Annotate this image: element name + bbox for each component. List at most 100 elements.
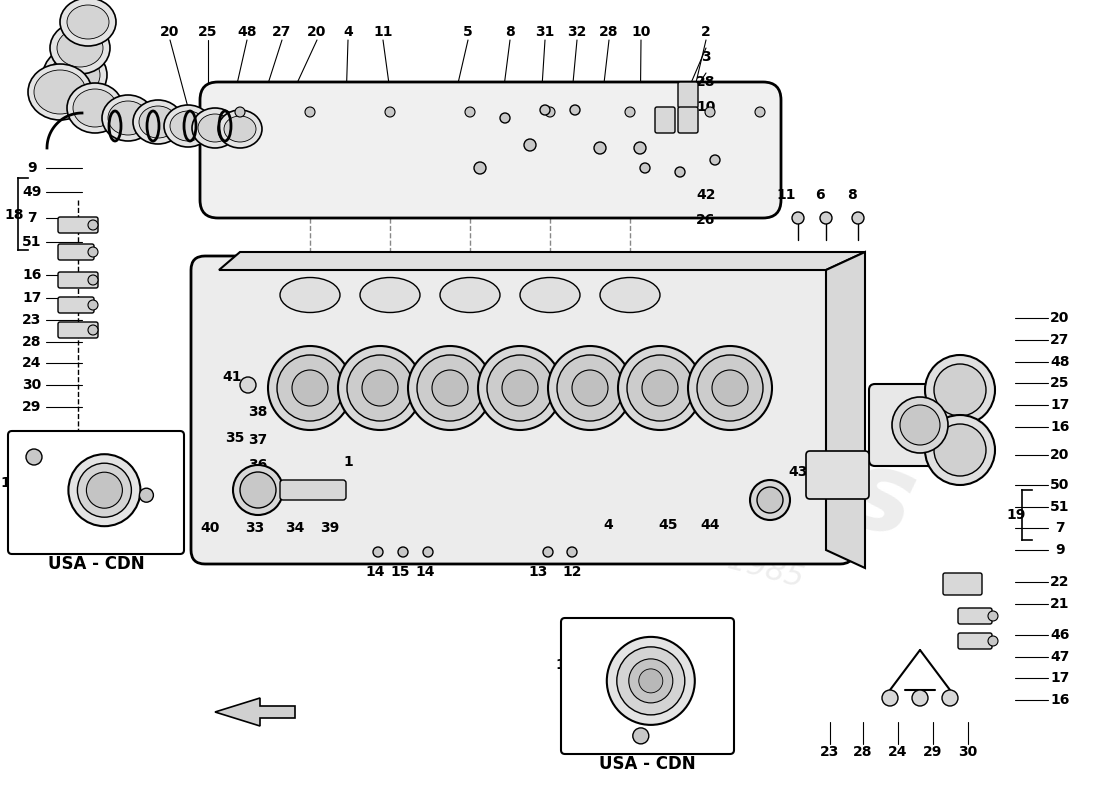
Ellipse shape <box>34 70 86 114</box>
Circle shape <box>988 611 998 621</box>
Circle shape <box>557 355 623 421</box>
Circle shape <box>607 637 695 725</box>
Text: 14: 14 <box>416 565 434 579</box>
Text: 14: 14 <box>365 565 385 579</box>
Text: 40: 40 <box>200 521 220 535</box>
FancyBboxPatch shape <box>58 217 98 233</box>
Text: 45: 45 <box>658 518 678 532</box>
Circle shape <box>570 105 580 115</box>
Circle shape <box>88 275 98 285</box>
Text: 50: 50 <box>575 631 595 645</box>
Circle shape <box>634 142 646 154</box>
Circle shape <box>398 547 408 557</box>
Circle shape <box>710 155 720 165</box>
Text: 31: 31 <box>536 25 554 39</box>
Text: 44: 44 <box>701 518 719 532</box>
Circle shape <box>852 212 864 224</box>
Ellipse shape <box>108 101 148 135</box>
Text: 46: 46 <box>1050 628 1069 642</box>
Circle shape <box>617 647 685 715</box>
Text: 20: 20 <box>161 25 179 39</box>
Ellipse shape <box>170 111 206 141</box>
Ellipse shape <box>192 108 238 148</box>
Text: 17: 17 <box>1050 398 1069 412</box>
Circle shape <box>712 370 748 406</box>
Text: euroParts: euroParts <box>312 299 928 561</box>
Text: 29: 29 <box>923 745 943 759</box>
Text: 51: 51 <box>22 235 42 249</box>
Circle shape <box>757 487 783 513</box>
Circle shape <box>625 107 635 117</box>
Text: 50: 50 <box>1050 478 1069 492</box>
Circle shape <box>594 142 606 154</box>
Ellipse shape <box>67 83 123 133</box>
Circle shape <box>934 364 986 416</box>
Text: 2: 2 <box>701 25 711 39</box>
Circle shape <box>988 636 998 646</box>
Text: 36: 36 <box>249 458 267 472</box>
Text: 5: 5 <box>463 25 473 39</box>
FancyBboxPatch shape <box>58 244 94 260</box>
Circle shape <box>629 659 673 703</box>
Text: 1: 1 <box>343 455 353 469</box>
FancyBboxPatch shape <box>58 297 94 313</box>
Text: 9: 9 <box>1055 543 1065 557</box>
Text: 49: 49 <box>20 476 40 490</box>
FancyBboxPatch shape <box>200 82 781 218</box>
Text: 9: 9 <box>580 685 590 699</box>
FancyBboxPatch shape <box>8 431 184 554</box>
Ellipse shape <box>440 278 500 313</box>
Circle shape <box>68 454 141 526</box>
Ellipse shape <box>67 5 109 39</box>
FancyBboxPatch shape <box>806 451 869 499</box>
Text: 25: 25 <box>198 25 218 39</box>
Ellipse shape <box>50 22 110 74</box>
Text: 7: 7 <box>28 211 36 225</box>
Circle shape <box>240 472 276 508</box>
Text: 19: 19 <box>556 658 574 672</box>
Ellipse shape <box>198 114 232 142</box>
Text: 20: 20 <box>307 25 327 39</box>
Text: 11: 11 <box>777 188 795 202</box>
Polygon shape <box>219 252 865 270</box>
Circle shape <box>675 167 685 177</box>
Circle shape <box>632 728 649 744</box>
Circle shape <box>750 480 790 520</box>
Polygon shape <box>214 698 295 726</box>
Circle shape <box>385 107 395 117</box>
Circle shape <box>465 107 475 117</box>
Ellipse shape <box>102 95 154 141</box>
Circle shape <box>566 547 578 557</box>
Circle shape <box>618 346 702 430</box>
Text: 16: 16 <box>22 268 42 282</box>
Circle shape <box>338 346 422 430</box>
Circle shape <box>417 355 483 421</box>
Text: 6: 6 <box>815 188 825 202</box>
Circle shape <box>755 107 764 117</box>
Ellipse shape <box>57 29 103 67</box>
Circle shape <box>292 370 328 406</box>
Text: 18: 18 <box>0 476 20 490</box>
Ellipse shape <box>224 116 256 142</box>
Text: 24: 24 <box>889 745 908 759</box>
Text: 8: 8 <box>847 188 857 202</box>
Circle shape <box>26 449 42 465</box>
Text: 12: 12 <box>562 565 582 579</box>
Text: 8: 8 <box>505 25 515 39</box>
Circle shape <box>540 105 550 115</box>
FancyBboxPatch shape <box>561 618 734 754</box>
Circle shape <box>912 690 928 706</box>
Text: USA - CDN: USA - CDN <box>47 555 144 573</box>
Text: 21: 21 <box>1050 597 1069 611</box>
Text: 4: 4 <box>603 518 613 532</box>
Text: 52: 52 <box>20 503 40 517</box>
Circle shape <box>88 247 98 257</box>
Circle shape <box>705 107 715 117</box>
Circle shape <box>88 300 98 310</box>
Text: 28: 28 <box>22 335 42 349</box>
Circle shape <box>639 669 663 693</box>
Ellipse shape <box>139 106 177 138</box>
Text: 30: 30 <box>958 745 978 759</box>
Text: 30: 30 <box>22 378 42 392</box>
Text: 7: 7 <box>1055 521 1065 535</box>
